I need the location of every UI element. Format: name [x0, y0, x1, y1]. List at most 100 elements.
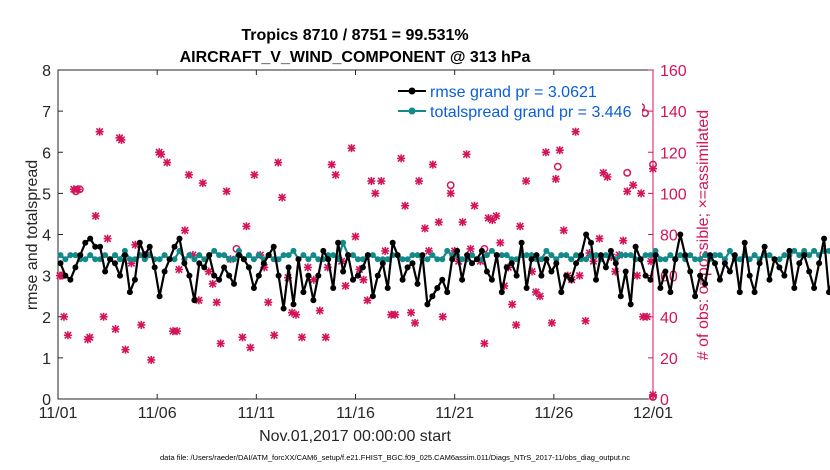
rmse-point: [171, 243, 178, 250]
totalspread-point: [523, 252, 530, 259]
obs-assimilated-marker: [117, 135, 126, 144]
totalspread-point: [687, 252, 694, 259]
totalspread-point: [483, 252, 490, 259]
totalspread-point: [677, 252, 684, 259]
obs-assimilated-marker: [121, 345, 130, 354]
rmse-point: [583, 231, 590, 238]
rmse-point: [231, 280, 237, 287]
y-right-tick-label: 80: [660, 228, 678, 245]
rmse-point: [801, 252, 808, 259]
rmse-point: [62, 272, 69, 279]
rmse-point: [513, 272, 520, 279]
x-axis-label: Nov.01,2017 00:00:00 start: [259, 428, 451, 445]
rmse-point: [216, 276, 223, 283]
totalspread-point: [285, 252, 292, 259]
rmse-point: [478, 247, 485, 254]
obs-assimilated-marker: [63, 331, 72, 340]
obs-assimilated-marker: [420, 224, 429, 233]
totalspread-point: [414, 252, 421, 259]
rmse-point: [315, 272, 322, 279]
totalspread-point: [716, 252, 723, 259]
totalspread-point: [245, 252, 252, 259]
obs-assimilated-marker: [623, 187, 632, 196]
rmse-point: [414, 280, 421, 287]
legend-rmse-marker: [408, 87, 416, 95]
obs-assimilated-marker: [391, 310, 400, 319]
rmse-point: [176, 235, 183, 242]
rmse-point: [558, 289, 565, 296]
obs-assimilated-marker: [377, 177, 386, 186]
data-file-footer: data file: /Users/raeder/DAI/ATM_forcXX/…: [160, 453, 630, 462]
rmse-point: [260, 260, 267, 267]
obs-assimilated-marker: [381, 246, 390, 255]
rmse-point: [652, 252, 659, 259]
y-right-tick-label: 140: [660, 104, 687, 121]
rmse-point: [597, 252, 604, 259]
totalspread-point: [652, 247, 659, 254]
obs-assimilated-marker: [198, 179, 207, 188]
rmse-point: [255, 272, 262, 279]
rmse-point: [350, 276, 356, 283]
totalspread-point: [573, 252, 580, 259]
obs-assimilated-marker: [95, 127, 104, 136]
obs-assimilated-marker: [649, 164, 657, 173]
rmse-point: [702, 280, 709, 287]
rmse-point: [533, 252, 540, 259]
rmse-point: [131, 276, 138, 283]
y-left-tick-label: 2: [42, 310, 51, 327]
rmse-point: [305, 272, 312, 279]
totalspread-point: [796, 252, 803, 259]
y-right-tick-label: 120: [660, 145, 687, 162]
legend-spread-label: totalspread grand pr = 3.446: [430, 104, 632, 121]
totalspread-point: [712, 252, 718, 259]
totalspread-point: [399, 256, 406, 263]
rmse-point: [612, 260, 619, 267]
rmse-point: [369, 293, 376, 300]
rmse-point: [146, 243, 153, 250]
rmse-point: [776, 264, 783, 271]
obs-assimilated-marker: [371, 189, 380, 198]
totalspread-point: [553, 256, 560, 263]
obs-assimilated-marker: [111, 325, 120, 334]
y-right-tick-label: 40: [660, 310, 678, 327]
totalspread-point: [667, 252, 674, 259]
obs-assimilated-marker: [547, 318, 556, 327]
totalspread-point: [82, 256, 89, 263]
totalspread-point: [216, 252, 223, 259]
obs-assimilated-marker: [407, 308, 416, 317]
totalspread-point: [791, 247, 798, 254]
obs-assimilated-marker: [480, 339, 489, 348]
obs-assimilated-marker: [315, 306, 324, 315]
obs-assimilated-marker: [194, 296, 203, 305]
totalspread-point: [563, 252, 570, 259]
rmse-point: [493, 252, 500, 259]
obs-assimilated-marker: [363, 296, 372, 305]
obs-assimilated-marker: [341, 281, 350, 290]
totalspread-point: [57, 252, 64, 259]
totalspread-point: [67, 252, 74, 259]
obs-assimilated-marker: [174, 265, 183, 274]
totalspread-point: [751, 252, 758, 259]
rmse-point: [781, 272, 788, 279]
totalspread-point: [776, 256, 783, 263]
rmse-point: [712, 260, 718, 267]
rmse-point: [285, 264, 292, 271]
rmse-point: [553, 260, 560, 267]
totalspread-point: [444, 247, 451, 254]
totalspread-point: [548, 252, 555, 259]
totalspread-point: [102, 252, 109, 259]
totalspread-point: [161, 252, 168, 259]
totalspread-point: [781, 252, 788, 259]
totalspread-point: [156, 256, 163, 263]
rmse-point: [796, 260, 803, 267]
obs-assimilated-marker: [496, 238, 505, 247]
legend-rmse-label: rmse grand pr = 3.0621: [430, 84, 597, 101]
totalspread-point: [355, 256, 361, 263]
totalspread-point: [87, 252, 94, 259]
obs-assimilated-marker: [629, 181, 638, 190]
rmse-point: [548, 268, 555, 275]
obs-assimilated-marker: [446, 189, 455, 198]
obs-possible-marker: [623, 168, 632, 177]
y-left-tick-label: 7: [42, 104, 51, 121]
